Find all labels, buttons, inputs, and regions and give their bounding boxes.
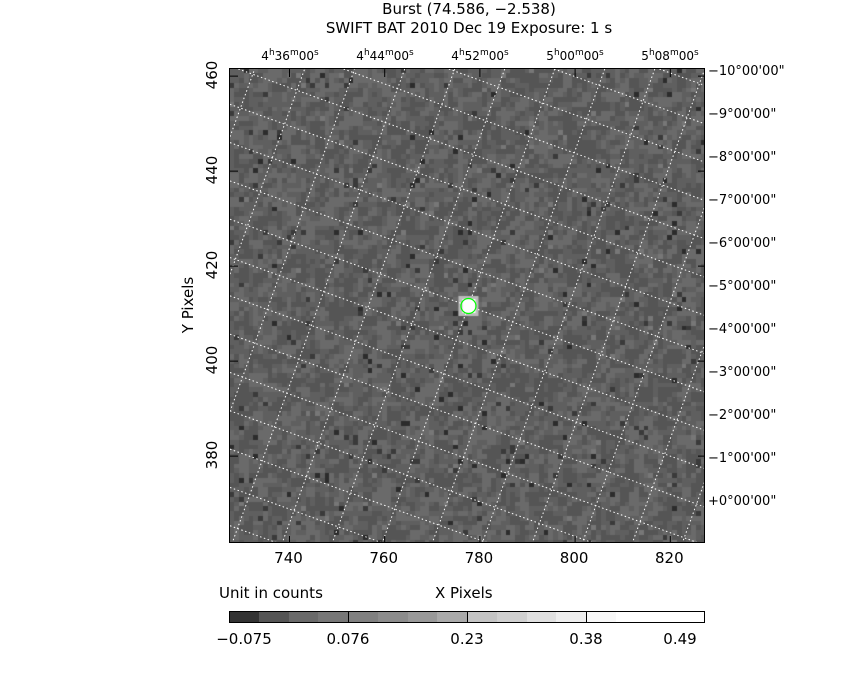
x-tick-label: 760 (369, 549, 399, 567)
dec-grid-line (230, 410, 592, 542)
dec-grid-line (238, 69, 704, 240)
colorbar-swatch (616, 612, 704, 622)
ra-grid-line (682, 481, 704, 542)
dec-grid-line (343, 69, 704, 201)
y-tick-label: 380 (203, 440, 221, 470)
x-tick-label: 780 (464, 549, 494, 567)
ra-grid-line (232, 69, 406, 542)
colorbar-tick-label: 0.076 (326, 630, 370, 648)
dec-grid-line (230, 103, 704, 278)
dec-grid-line (230, 257, 704, 431)
source-marker-circle (460, 297, 477, 315)
plot-title: Burst (74.586, −2.538) (382, 0, 556, 18)
x-tick-label: 820 (654, 549, 684, 567)
y-tick-label: 440 (203, 155, 221, 185)
dec-grid-line (230, 525, 277, 542)
y-tick-label: 400 (203, 345, 221, 375)
ra-grid-line (532, 69, 704, 542)
dec-tick-label: −7°00'00" (708, 192, 777, 208)
ra-grid-line (230, 69, 306, 275)
ra-grid-line (482, 69, 656, 542)
colorbar-swatch (407, 612, 438, 622)
dec-tick-label: −8°00'00" (708, 149, 777, 165)
colorbar-tick-label: 0.38 (569, 630, 603, 648)
colorbar-swatch (347, 612, 379, 622)
dec-grid-line (230, 142, 704, 316)
plot-subtitle: SWIFT BAT 2010 Dec 19 Exposure: 1 s (325, 19, 613, 37)
colorbar-unit-label: Unit in counts (219, 584, 323, 602)
dec-tick-label: −5°00'00" (708, 278, 777, 294)
colorbar (229, 611, 705, 623)
dec-grid-line (230, 218, 704, 393)
ra-grid-line (282, 69, 456, 542)
colorbar-swatch (556, 612, 586, 622)
dec-tick-label: −2°00'00" (708, 407, 777, 423)
dec-grid-line (230, 180, 704, 354)
colorbar-tick-label: 0.49 (663, 630, 697, 648)
colorbar-swatch (230, 612, 260, 622)
ra-grid-line (230, 69, 256, 137)
dec-tick-label: −10°00'00" (708, 63, 785, 79)
x-tick-label: 740 (274, 549, 303, 567)
x-axis-label: X Pixels (435, 584, 493, 602)
colorbar-swatch (585, 612, 617, 622)
ra-grid-line (382, 69, 556, 542)
dec-tick-label: −9°00'00" (708, 106, 777, 122)
ra-tick-label: 4h52m00s (451, 48, 509, 63)
ra-grid-line (332, 69, 506, 542)
dec-grid-line (230, 372, 698, 542)
y-axis-label: Y Pixels (179, 276, 197, 334)
dec-tick-label: −3°00'00" (708, 364, 777, 380)
x-tick-label: 800 (559, 549, 589, 567)
colorbar-swatch (497, 612, 527, 622)
ra-tick-label: 5h08m00s (641, 48, 699, 63)
dec-tick-label: −4°00'00" (708, 321, 777, 337)
y-tick-label: 420 (203, 250, 221, 280)
ra-grid-line (230, 69, 356, 412)
sky-image-plot (229, 68, 705, 543)
colorbar-swatch (437, 612, 467, 622)
colorbar-swatch (318, 612, 348, 622)
coordinate-grid (230, 69, 704, 542)
dec-grid-line (553, 69, 704, 125)
colorbar-swatch (259, 612, 289, 622)
colorbar-tick-label: 0.23 (450, 630, 484, 648)
dec-grid-line (230, 448, 487, 542)
colorbar-swatch (288, 612, 319, 622)
dec-grid-line (448, 69, 704, 163)
ra-grid-line (582, 207, 704, 542)
ra-tick-label: 4h36m00s (261, 48, 319, 63)
dec-tick-label: −1°00'00" (708, 450, 777, 466)
dec-tick-label: −6°00'00" (708, 235, 777, 251)
y-tick-label: 460 (203, 60, 221, 90)
colorbar-tick-label: −0.075 (216, 630, 272, 648)
ra-grid-line (632, 344, 704, 542)
dec-grid-line (659, 69, 704, 86)
dec-grid-line (230, 295, 704, 469)
colorbar-swatch (378, 612, 408, 622)
ra-tick-label: 4h44m00s (356, 48, 414, 63)
colorbar-swatch (466, 612, 498, 622)
ra-grid-line (432, 69, 606, 542)
dec-tick-label: +0°00'00" (708, 493, 777, 509)
dec-grid-line (230, 333, 704, 508)
colorbar-swatch (526, 612, 557, 622)
ra-tick-label: 5h00m00s (546, 48, 604, 63)
